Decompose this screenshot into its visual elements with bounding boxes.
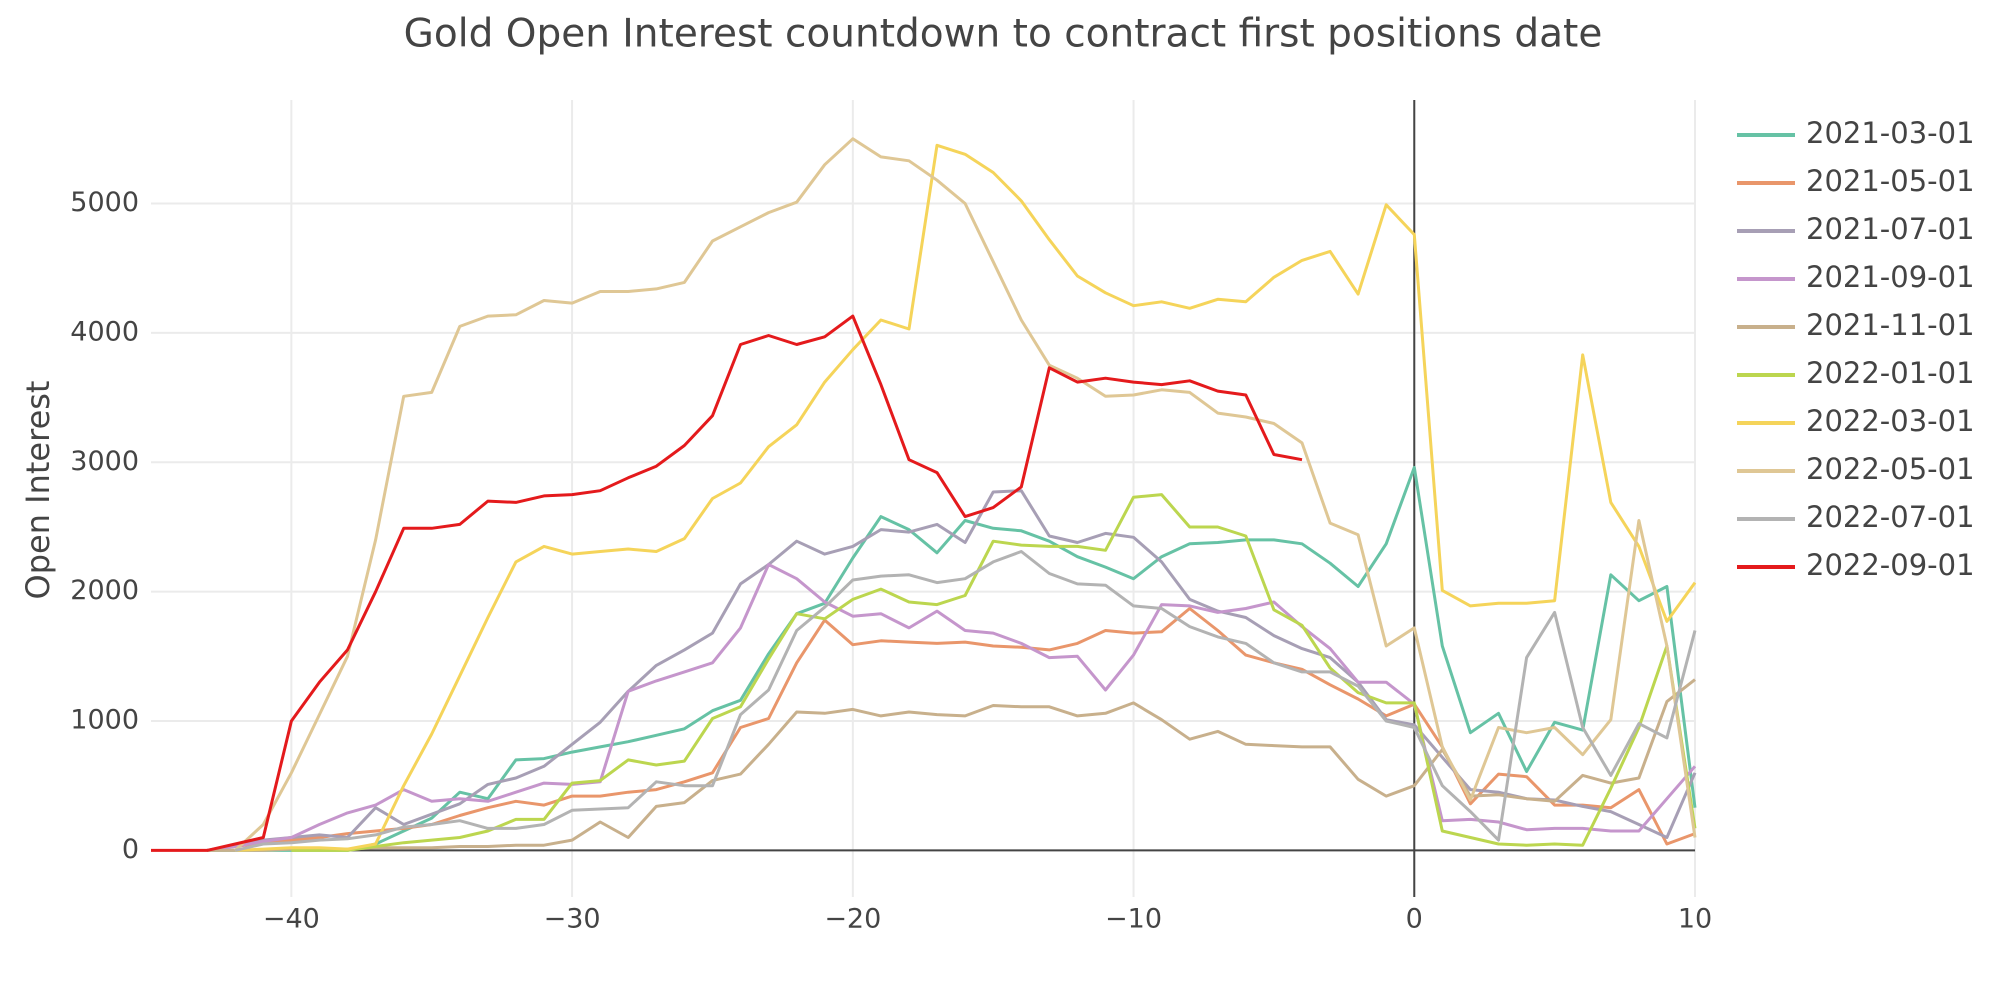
series-line — [206, 563, 1697, 852]
y-tick-label: 3000 — [70, 446, 139, 477]
legend-label: 2021-09-01 — [1806, 260, 1975, 294]
legend-label: 2021-11-01 — [1806, 308, 1975, 342]
legend-label: 2022-09-01 — [1806, 548, 1975, 582]
x-tick-label: −30 — [544, 904, 601, 935]
x-tick-label: 10 — [1678, 904, 1712, 935]
legend-label: 2021-07-01 — [1806, 212, 1975, 246]
legend-label: 2022-03-01 — [1806, 404, 1975, 438]
x-tick-label: −40 — [263, 904, 320, 935]
series-line — [234, 137, 1697, 852]
series-line — [234, 550, 1697, 852]
series-line — [207, 465, 1697, 852]
legend-label: 2021-05-01 — [1806, 164, 1975, 198]
x-tick-label: −20 — [824, 904, 881, 935]
y-axis-label: Open Interest — [19, 381, 57, 600]
x-tick-label: 0 — [1406, 904, 1423, 935]
legend-label: 2022-07-01 — [1806, 500, 1975, 534]
y-tick-label: 5000 — [70, 187, 139, 218]
y-tick-label: 1000 — [70, 705, 139, 736]
series-line — [206, 489, 1697, 852]
y-tick-label: 4000 — [70, 316, 139, 347]
y-tick-label: 0 — [122, 834, 139, 865]
series-line — [235, 143, 1697, 852]
x-tick-label: −10 — [1105, 904, 1162, 935]
legend-label: 2022-05-01 — [1806, 452, 1975, 486]
series-line — [151, 314, 1303, 852]
chart-title: Gold Open Interest countdown to contract… — [404, 12, 1603, 57]
legend-label: 2022-01-01 — [1806, 356, 1975, 390]
series-line — [291, 493, 1697, 852]
y-tick-label: 2000 — [70, 575, 139, 606]
legend-label: 2021-03-01 — [1806, 116, 1975, 150]
